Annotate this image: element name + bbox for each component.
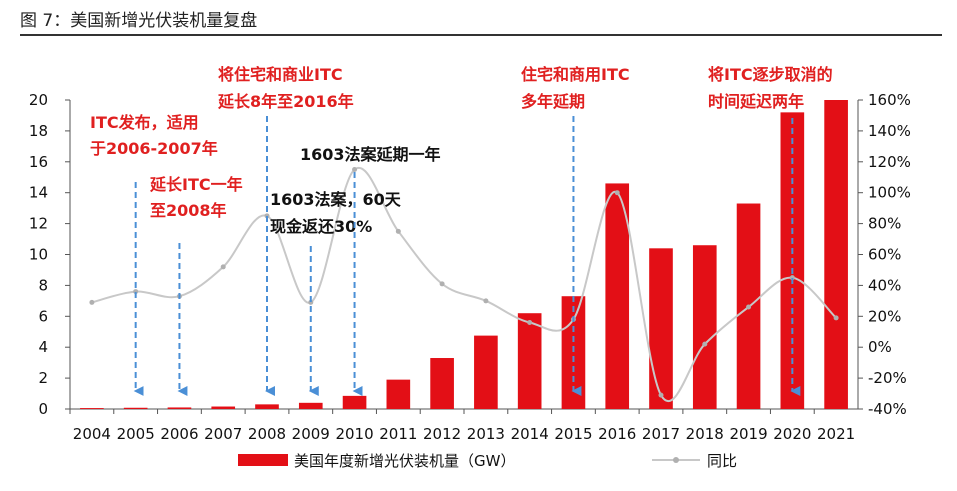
yoy-point — [220, 264, 226, 270]
yoy-point — [614, 190, 620, 196]
left-tick-label: 6 — [38, 307, 48, 325]
annotation-text: 1603法案延期一年 — [300, 145, 441, 164]
x-tick-label: 2014 — [511, 425, 549, 443]
yoy-point — [833, 315, 839, 321]
bar — [123, 407, 148, 409]
annotation-text: ITC发布，适用 — [90, 113, 199, 132]
left-tick-label: 20 — [29, 91, 48, 109]
yoy-line — [91, 166, 837, 403]
bar — [386, 379, 411, 409]
bar — [342, 395, 367, 409]
legend-line-marker — [673, 457, 679, 463]
x-tick-label: 2006 — [160, 425, 198, 443]
bar — [167, 407, 192, 409]
left-tick-label: 18 — [29, 122, 48, 140]
x-tick-label: 2016 — [598, 425, 636, 443]
bar — [298, 402, 323, 409]
yoy-point — [308, 299, 314, 305]
right-tick-label: 80% — [868, 215, 901, 233]
left-tick-label: 14 — [29, 184, 48, 202]
annotation-text: 于2006-2007年 — [90, 139, 218, 158]
yoy-point — [527, 319, 533, 325]
bar — [561, 296, 586, 409]
x-tick-label: 2012 — [423, 425, 461, 443]
x-tick-label: 2004 — [73, 425, 111, 443]
annotation-text: 住宅和商用ITC — [521, 65, 630, 84]
left-tick-label: 16 — [29, 153, 48, 171]
yoy-point — [264, 213, 270, 219]
yoy-point — [352, 167, 358, 173]
annotation-text: 将住宅和商业ITC — [218, 65, 343, 84]
bar — [649, 248, 673, 409]
bar — [430, 358, 454, 409]
bar — [605, 183, 630, 409]
right-tick-label: 0% — [868, 338, 892, 356]
legend-line-label: 同比 — [707, 452, 737, 470]
right-tick-label: -40% — [868, 400, 907, 418]
bar — [255, 404, 279, 409]
yoy-point — [702, 341, 708, 347]
x-tick-label: 2011 — [379, 425, 417, 443]
left-tick-label: 10 — [29, 246, 48, 264]
yoy-point — [789, 275, 795, 281]
yoy-point — [89, 299, 95, 305]
left-tick-label: 8 — [38, 276, 48, 294]
bar — [692, 245, 717, 409]
x-tick-label: 2020 — [773, 425, 811, 443]
yoy-point — [658, 392, 664, 398]
yoy-point — [133, 289, 139, 295]
right-tick-label: 160% — [868, 91, 911, 109]
x-tick-label: 2017 — [642, 425, 680, 443]
x-tick-label: 2015 — [554, 425, 592, 443]
yoy-point — [439, 281, 445, 287]
right-tick-label: 20% — [868, 307, 901, 325]
right-tick-label: 100% — [868, 184, 911, 202]
title-rule — [20, 34, 942, 36]
annotation-text: 至2008年 — [150, 201, 227, 220]
yoy-point — [483, 298, 489, 304]
annotation-text: 1603法案，60天 — [270, 190, 402, 209]
yoy-point — [746, 304, 752, 310]
left-tick-label: 12 — [29, 215, 48, 233]
right-tick-label: -20% — [868, 369, 907, 387]
x-tick-label: 2009 — [292, 425, 330, 443]
bar — [211, 406, 236, 409]
annotation-text: 多年延期 — [521, 92, 585, 111]
right-tick-label: 40% — [868, 276, 901, 294]
right-tick-label: 140% — [868, 122, 911, 140]
x-tick-label: 2005 — [117, 425, 155, 443]
annotation-text: 延长ITC一年 — [149, 175, 243, 194]
legend-bar-swatch — [238, 454, 288, 466]
x-tick-label: 2013 — [467, 425, 505, 443]
bar — [517, 313, 542, 409]
x-tick-label: 2010 — [335, 425, 373, 443]
annotation-text: 延长8年至2016年 — [217, 92, 354, 111]
bar — [824, 100, 848, 409]
bar — [474, 335, 498, 409]
left-tick-label: 0 — [38, 400, 48, 418]
x-tick-label: 2008 — [248, 425, 286, 443]
x-tick-label: 2021 — [817, 425, 855, 443]
right-tick-label: 60% — [868, 246, 901, 264]
left-tick-label: 4 — [38, 338, 48, 356]
x-tick-label: 2018 — [686, 425, 724, 443]
figure-title: 图 7：美国新增光伏装机量复盘 — [20, 11, 258, 31]
right-tick-label: 120% — [868, 153, 911, 171]
legend-bar-label: 美国年度新增光伏装机量（GW） — [294, 452, 515, 470]
left-tick-label: 2 — [38, 369, 48, 387]
annotation-text: 现金返还30% — [270, 217, 372, 236]
yoy-point — [395, 228, 401, 234]
annotation-text: 将ITC逐步取消的 — [708, 65, 833, 84]
x-tick-label: 2007 — [204, 425, 242, 443]
annotation-text: 时间延迟两年 — [708, 92, 804, 111]
bar — [80, 408, 104, 409]
x-tick-label: 2019 — [729, 425, 767, 443]
